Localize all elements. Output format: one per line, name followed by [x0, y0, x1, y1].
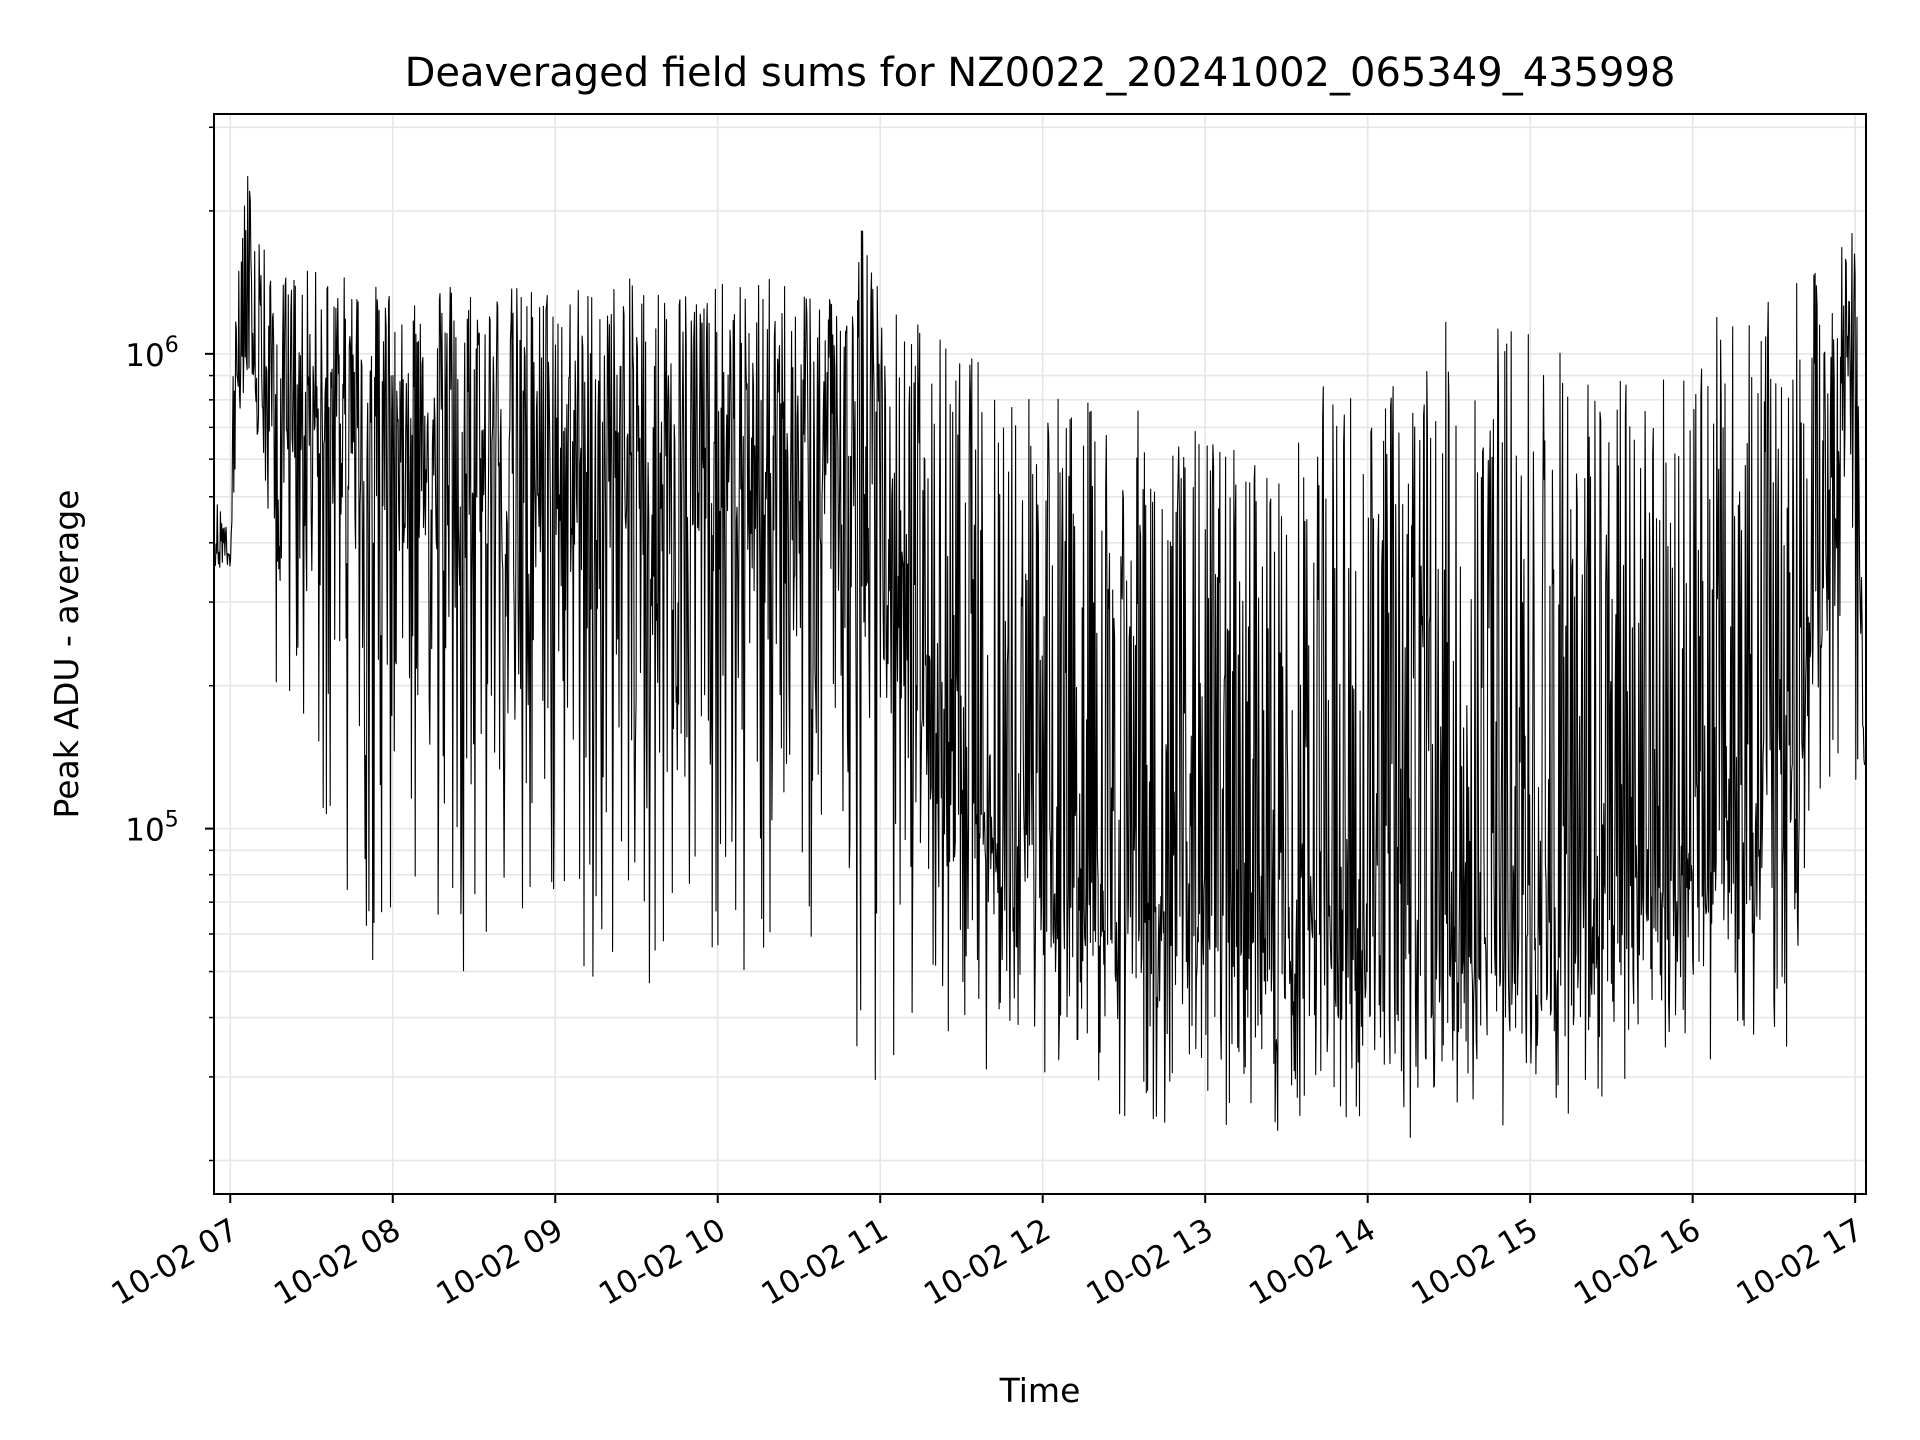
plot-frame [213, 113, 1867, 1195]
data-series-line [214, 176, 1866, 1138]
chart-title: Deaveraged field sums for NZ0022_2024100… [405, 50, 1676, 96]
y-tick-label: 106 [125, 333, 178, 374]
y-tick-label-exponent: 5 [165, 808, 179, 833]
axis-ticks [205, 126, 1857, 1203]
series-line [214, 176, 1866, 1138]
y-tick-label-exponent: 6 [165, 333, 179, 358]
y-tick-label-base: 10 [125, 338, 164, 374]
y-tick-label-base: 10 [125, 813, 164, 849]
y-tick-label: 105 [125, 808, 178, 849]
x-axis-label: Time [999, 1371, 1081, 1410]
y-axis-label: Peak ADU - average [47, 490, 86, 819]
